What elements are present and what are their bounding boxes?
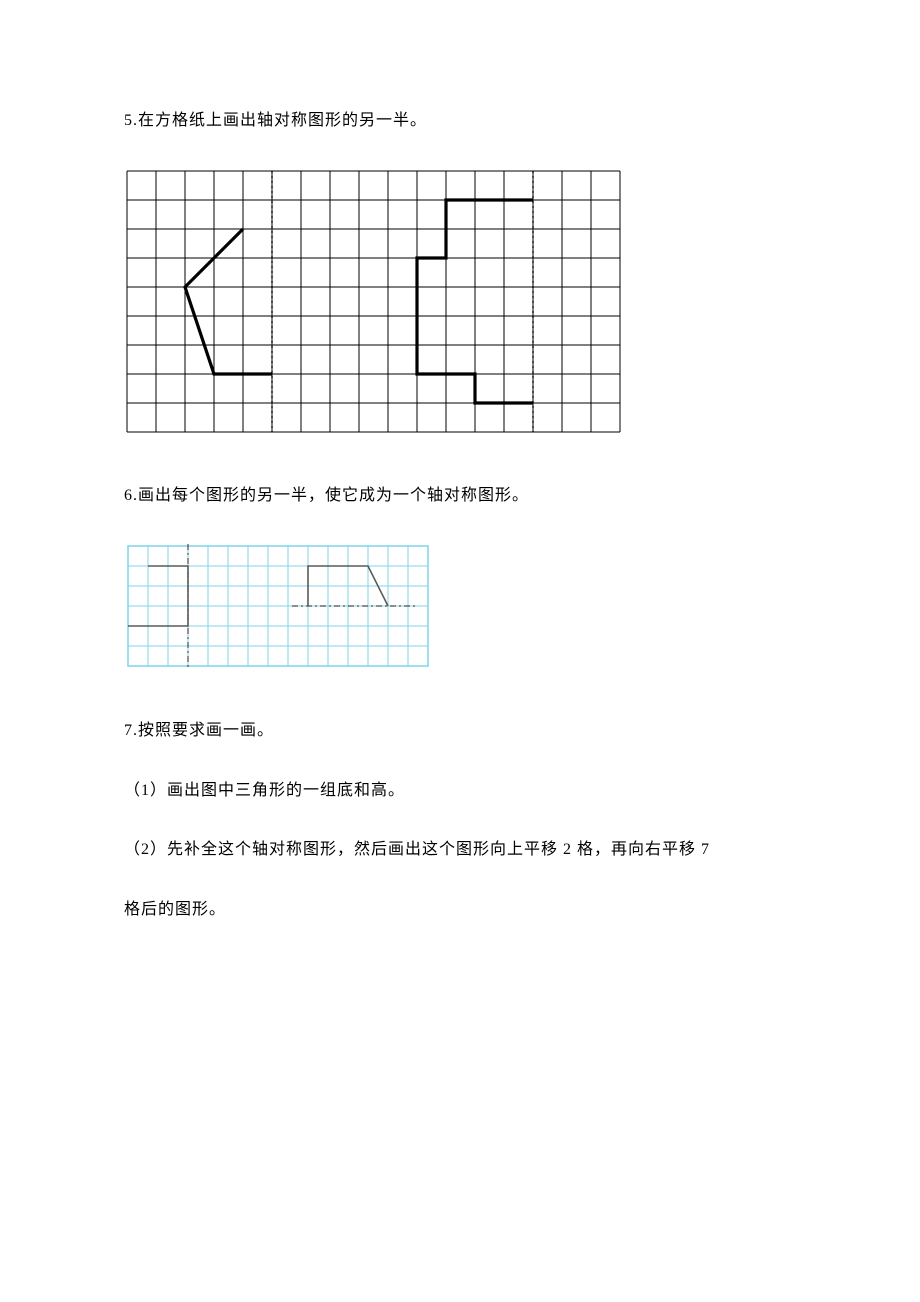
question-7-sub1: （1）画出图中三角形的一组底和高。	[124, 778, 796, 804]
question-7-sub2a: （2）先补全这个轴对称图形，然后画出这个图形向上平移 2 格，再向右平移 7	[124, 837, 796, 863]
grid-q6	[124, 542, 432, 670]
grid-q5	[124, 168, 623, 435]
question-7-sub2b: 格后的图形。	[124, 897, 796, 923]
figure-q5	[124, 168, 796, 435]
figure-q6	[124, 542, 796, 670]
question-5-text: 5.在方格纸上画出轴对称图形的另一半。	[124, 108, 796, 134]
question-6-text: 6.画出每个图形的另一半，使它成为一个轴对称图形。	[124, 483, 796, 509]
question-7-text: 7.按照要求画一画。	[124, 718, 796, 744]
